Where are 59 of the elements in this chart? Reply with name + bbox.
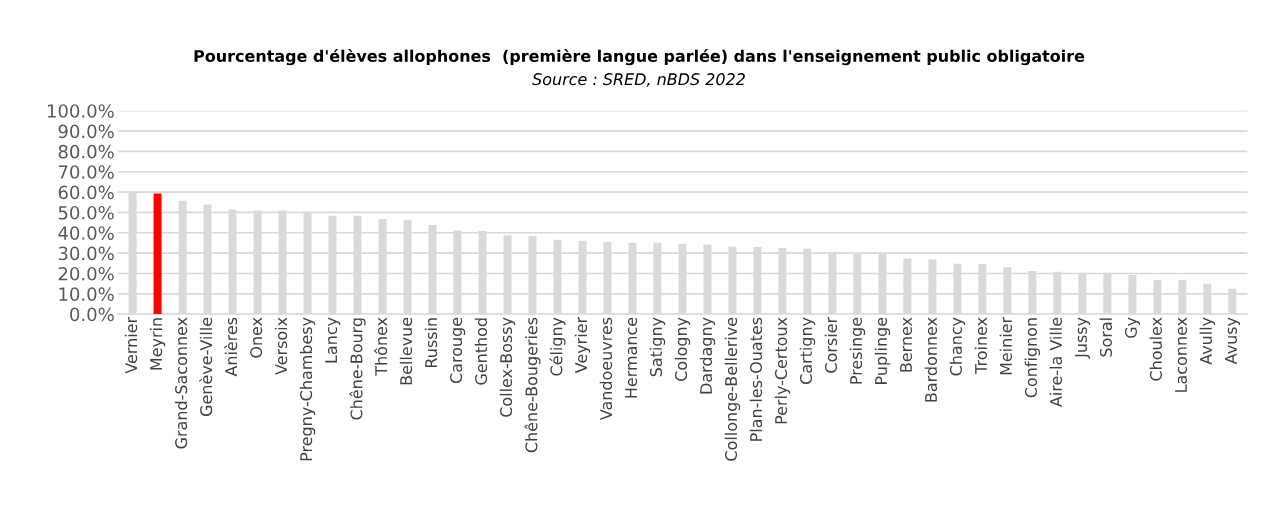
y-tick-label: 20.0%: [58, 266, 114, 281]
y-tick-label: 10.0%: [59, 287, 114, 301]
x-tick-label: Lancy: [325, 317, 341, 363]
x-tick-label: Carouge: [450, 317, 466, 384]
x-tick-label: Avusy: [1225, 317, 1241, 365]
x-tick-label: Chêne-Bougeries: [524, 317, 541, 453]
x-tick-label: Cologny: [674, 317, 691, 381]
x-tick-label: Confignon: [1024, 318, 1041, 398]
x-tick-label: Versoix: [274, 317, 288, 375]
x-tick-label: Soral: [1099, 318, 1112, 357]
chart-title: Pourcentage d'élèves allophones (première langue parlée) dans l'enseignement public obligatoire: [194, 49, 1085, 66]
x-tick-label: Vandoeuvres: [599, 317, 613, 421]
x-tick-label: Satigny: [649, 317, 666, 377]
x-tick-label: Collonge-Bellerive: [724, 317, 741, 461]
y-tick-label: 60.0%: [58, 185, 114, 200]
x-tick-label: Plan-les-Ouates: [749, 317, 763, 441]
x-tick-label: Onex: [250, 317, 263, 358]
x-tick-label: Corsier: [824, 316, 838, 373]
x-tick-label: Hermance: [625, 317, 638, 398]
x-tick-label: Meinier: [999, 316, 1013, 375]
y-tick-label: 90.0%: [58, 124, 114, 139]
x-tick-label: Chêne-Bourg: [349, 318, 366, 420]
x-tick-label: Bernex: [900, 317, 913, 372]
x-tick-label: Choulex: [1149, 317, 1162, 381]
x-tick-label: Perly-Certoux: [774, 317, 791, 424]
x-tick-label: Cartigny: [799, 317, 816, 384]
x-tick-label: Bardonnex: [924, 317, 938, 402]
x-tick-label: Genthod: [474, 318, 488, 385]
y-tick-label: 50.0%: [58, 205, 114, 220]
x-tick-label: Laconnex: [1175, 317, 1187, 392]
chart-subtitle: Source : SRED, nBDS 2022: [532, 73, 745, 87]
x-tick-label: Genève-Ville: [199, 317, 213, 416]
x-tick-label: Presinge: [849, 317, 866, 384]
x-tick-label: Pregny-Chambesy: [299, 317, 316, 461]
x-tick-label: Troinex: [974, 317, 988, 374]
x-tick-label: Bellevue: [399, 317, 413, 385]
x-tick-label: Avully: [1199, 317, 1216, 365]
x-tick-label: Puplinge: [874, 317, 891, 384]
x-tick-label: Chancy: [949, 317, 966, 376]
x-tick-label: Grand-Saconnex: [174, 317, 188, 449]
y-tick-label: 30.0%: [58, 246, 114, 261]
x-tick-label: Dardagny: [699, 317, 716, 394]
x-tick-label: Anières: [224, 317, 238, 377]
x-tick-label: Thônex: [374, 317, 388, 376]
x-tick-label: Russin: [424, 318, 438, 368]
y-tick-label: 80.0%: [58, 144, 114, 159]
y-tick-label: 40.0%: [58, 226, 114, 240]
y-tick-label: 100.0%: [47, 104, 114, 118]
x-tick-label: Meyrin: [149, 318, 166, 370]
bar: [153, 193, 162, 315]
x-tick-label: Jussy: [1075, 317, 1091, 359]
x-tick-label: Vernier: [124, 316, 138, 374]
x-tick-label: Gy: [1124, 317, 1141, 338]
x-tick-label: Céligny: [549, 317, 566, 376]
y-tick-label: 0.0%: [70, 307, 114, 322]
x-tick-label: Aire-la Ville: [1049, 317, 1062, 407]
x-tick-label: Collex-Bossy: [499, 317, 516, 417]
x-tick-label: Veyrier: [574, 316, 591, 374]
y-tick-label: 70.0%: [58, 165, 114, 179]
